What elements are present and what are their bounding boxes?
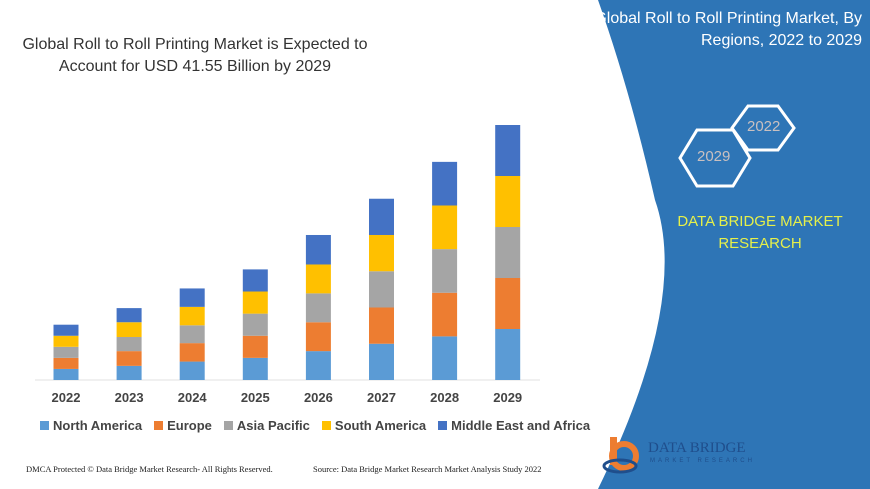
bars	[53, 125, 521, 380]
legend-label: Asia Pacific	[236, 418, 310, 433]
x-tick-label: 2027	[367, 390, 396, 405]
bar-segment-2026-middle-east-and-africa	[305, 234, 331, 265]
x-tick-label: 2023	[115, 390, 144, 405]
footer-copyright: DMCA Protected © Data Bridge Market Rese…	[26, 464, 273, 474]
bar-segment-2027-middle-east-and-africa	[369, 198, 394, 235]
bar-segment-2023-asia-pacific	[116, 336, 142, 352]
bar-segment-2025-middle-east-and-africa	[242, 269, 268, 292]
legend-label: North America	[53, 418, 143, 433]
legend-item: Europe	[154, 418, 212, 433]
bar-segment-2024-north-america	[179, 361, 205, 380]
bar-segment-2024-asia-pacific	[179, 325, 205, 344]
bar-segment-2025-south-america	[242, 291, 268, 314]
bar-segment-2028-asia-pacific	[432, 249, 458, 293]
bar-segment-2025-europe	[242, 335, 268, 358]
bar-segment-2024-europe	[179, 343, 205, 362]
bar-segment-2027-europe	[369, 307, 394, 344]
bar-segment-2029-middle-east-and-africa	[495, 125, 521, 176]
bar-segment-2028-europe	[432, 292, 458, 337]
x-tick-label: 2026	[304, 390, 333, 405]
bar-segment-2023-middle-east-and-africa	[116, 308, 142, 323]
legend-swatch	[154, 421, 164, 430]
legend-swatch	[438, 421, 448, 430]
logo-icon	[602, 437, 639, 474]
hexagon-2029	[678, 128, 752, 188]
legend-item: Middle East and Africa	[438, 418, 590, 433]
bar-segment-2023-europe	[116, 351, 142, 366]
legend-item: South America	[321, 418, 427, 433]
x-tick-label: 2024	[178, 390, 208, 405]
panel-title: Global Roll to Roll Printing Market, By …	[594, 10, 862, 49]
x-tick-label: 2029	[493, 390, 522, 405]
bar-segment-2025-north-america	[242, 357, 268, 380]
bar-segment-2029-europe	[495, 278, 521, 329]
brand-text: DATA BRIDGE MARKET RESEARCH	[677, 213, 843, 252]
logo-wordmark: DATA BRIDGE	[648, 440, 746, 456]
bar-segment-2022-north-america	[53, 368, 79, 380]
bar-segment-2022-middle-east-and-africa	[53, 324, 79, 336]
bar-segment-2022-south-america	[53, 335, 79, 347]
legend-item: Asia Pacific	[223, 418, 310, 433]
legend: North America Europe Asia Pacific South Ame…	[40, 418, 590, 433]
x-tick-label: 2028	[430, 390, 459, 405]
legend-label: Europe	[167, 418, 212, 433]
bar-segment-2028-north-america	[432, 336, 458, 380]
bar-segment-2028-middle-east-and-africa	[432, 161, 458, 206]
x-tick-labels: 2022 2023 2024 2025 2026 2027 2028 2029	[52, 390, 523, 405]
bar-segment-2022-europe	[53, 357, 79, 369]
x-tick-label: 2025	[241, 390, 270, 405]
bar-segment-2027-south-america	[369, 234, 394, 272]
bar-segment-2025-asia-pacific	[242, 313, 268, 336]
bar-segment-2029-asia-pacific	[495, 227, 521, 278]
hex-year-2029: 2029	[697, 148, 731, 165]
bar-segment-2023-south-america	[116, 322, 142, 337]
bar-segment-2024-middle-east-and-africa	[179, 288, 205, 307]
bar-segment-2026-europe	[305, 322, 331, 352]
legend-swatch	[321, 421, 331, 430]
bar-segment-2023-north-america	[116, 365, 142, 380]
hex-year-2022: 2022	[747, 118, 781, 135]
logo-subtext: MARKET RESEARCH	[650, 458, 755, 464]
bar-segment-2024-south-america	[179, 306, 205, 326]
hexagon-2022	[730, 104, 796, 152]
legend-swatch	[40, 421, 49, 430]
bar-segment-2029-south-america	[495, 176, 521, 227]
bar-segment-2027-north-america	[369, 343, 394, 380]
legend-label: Middle East and Africa	[451, 418, 591, 433]
bar-segment-2026-asia-pacific	[305, 293, 331, 323]
chart-title: Global Roll to Roll Printing Market is E…	[22, 36, 368, 75]
bar-segment-2027-asia-pacific	[369, 271, 394, 308]
legend-label: South America	[334, 418, 427, 433]
legend-item: North America	[40, 418, 142, 433]
legend-swatch	[223, 421, 233, 430]
bar-segment-2022-asia-pacific	[53, 346, 79, 358]
bar-segment-2028-south-america	[432, 205, 458, 250]
bar-segment-2026-south-america	[305, 264, 331, 294]
bar-segment-2029-north-america	[495, 329, 521, 380]
right-panel	[598, 0, 870, 489]
x-tick-label: 2022	[52, 390, 81, 405]
footer-source: Source: Data Bridge Market Research Mark…	[313, 464, 542, 474]
bar-segment-2026-north-america	[305, 351, 331, 380]
